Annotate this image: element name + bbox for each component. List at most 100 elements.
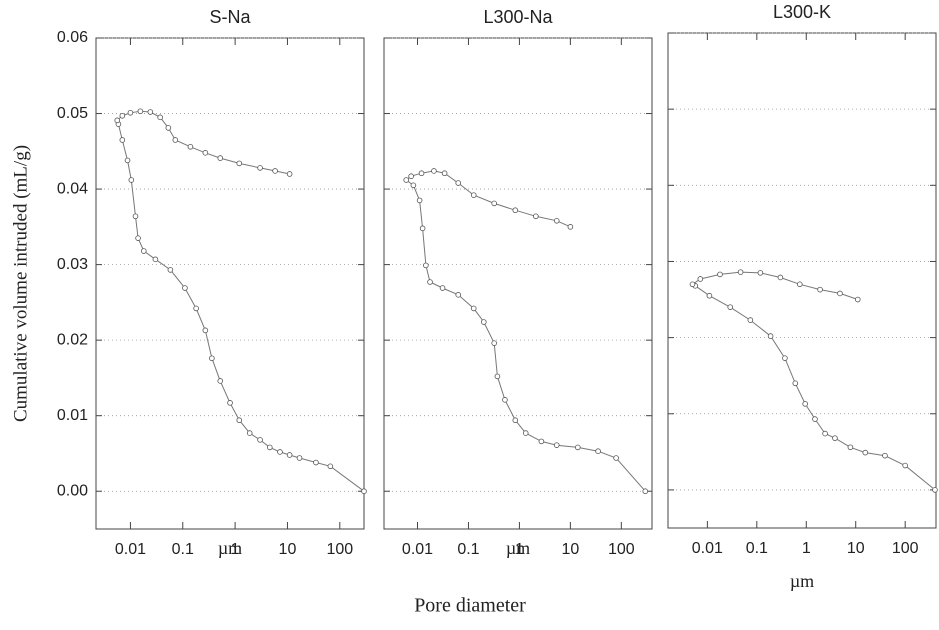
x-tick-label: 0.01 xyxy=(402,541,433,558)
data-point xyxy=(286,171,293,177)
data-point xyxy=(494,373,501,380)
data-point xyxy=(512,417,519,424)
x-tick-label: 10 xyxy=(561,541,579,558)
data-point xyxy=(533,213,539,220)
data-point xyxy=(567,224,574,230)
data-point xyxy=(854,296,861,303)
x-tick-label: 0.1 xyxy=(457,541,479,558)
data-point xyxy=(202,150,209,156)
x-tick-label: 10 xyxy=(279,541,297,558)
data-point xyxy=(613,455,619,461)
data-point xyxy=(236,160,243,167)
x-tick-label: 0.1 xyxy=(746,540,768,557)
x-tick-label: 0.01 xyxy=(115,541,146,558)
data-point xyxy=(902,462,908,469)
x-axis-label: µm xyxy=(218,538,242,558)
data-point xyxy=(361,488,367,495)
x-tick-label: 100 xyxy=(326,541,353,558)
data-point xyxy=(747,317,754,323)
y-axis-label: Cumulative volume intruded (mL/g) xyxy=(10,145,31,422)
x-tick-label: 1 xyxy=(802,540,811,557)
data-point xyxy=(797,281,803,288)
data-point xyxy=(119,137,126,143)
data-point xyxy=(697,276,704,282)
data-point xyxy=(182,285,188,291)
y-tick-label: 0.03 xyxy=(57,256,88,273)
data-point xyxy=(217,378,224,384)
data-point xyxy=(217,155,224,161)
data-point xyxy=(522,430,529,436)
x-tick-label: 1 xyxy=(515,541,524,558)
data-point xyxy=(236,417,243,424)
data-point xyxy=(595,448,601,454)
data-point xyxy=(313,459,319,466)
data-point xyxy=(418,170,425,177)
data-point xyxy=(862,449,869,456)
data-point xyxy=(642,488,649,495)
data-point xyxy=(455,180,462,186)
plot-frame xyxy=(383,37,653,530)
data-point xyxy=(266,444,273,451)
x-tick-label: 1 xyxy=(231,541,240,558)
data-point xyxy=(757,270,764,276)
data-point xyxy=(802,401,808,407)
data-point xyxy=(706,292,713,299)
y-tick-label: 0.01 xyxy=(57,407,88,424)
data-point xyxy=(427,279,433,285)
data-point xyxy=(272,168,278,174)
data-line xyxy=(405,170,646,492)
data-point xyxy=(286,452,293,458)
data-point xyxy=(128,177,135,183)
data-point xyxy=(737,269,744,275)
data-point xyxy=(419,225,426,232)
data-point xyxy=(491,200,497,207)
data-point xyxy=(408,173,414,180)
data-point xyxy=(502,397,508,403)
data-point xyxy=(209,355,215,362)
data-point xyxy=(416,197,423,204)
panel-title: L300-Na xyxy=(483,7,553,27)
data-point xyxy=(137,108,144,115)
x-tick-label: 0.1 xyxy=(172,541,194,558)
x-axis-label: µm xyxy=(506,538,530,558)
data-point xyxy=(553,442,560,448)
plot-frame xyxy=(667,32,937,529)
data-point xyxy=(172,137,179,143)
data-point xyxy=(327,463,334,470)
data-point xyxy=(439,285,446,291)
data-point xyxy=(575,444,581,451)
data-point xyxy=(782,355,788,361)
data-point xyxy=(277,449,283,455)
data-point xyxy=(119,113,126,119)
data-point xyxy=(202,327,209,334)
data-point xyxy=(403,177,410,183)
data-point xyxy=(837,290,843,297)
data-point xyxy=(491,340,497,346)
data-point xyxy=(847,444,854,451)
x-tick-label: 100 xyxy=(608,541,635,558)
data-point xyxy=(127,109,134,116)
data-point xyxy=(822,430,828,437)
data-point xyxy=(140,248,147,254)
data-point xyxy=(832,435,838,441)
data-point xyxy=(689,281,696,288)
x-tick-label: 0.01 xyxy=(692,540,723,557)
x-tick-label: 10 xyxy=(847,540,865,557)
data-point xyxy=(296,455,303,461)
data-point xyxy=(480,319,487,325)
data-point xyxy=(817,286,823,293)
y-tick-label: 0.05 xyxy=(57,105,88,122)
data-point xyxy=(124,157,131,164)
panel-title: S-Na xyxy=(209,7,251,27)
data-point xyxy=(114,117,121,124)
data-point xyxy=(538,438,545,445)
data-line xyxy=(116,110,365,492)
data-point xyxy=(147,109,154,115)
data-point xyxy=(767,333,774,339)
data-point xyxy=(470,192,477,198)
data-point xyxy=(423,262,429,269)
data-point xyxy=(167,267,174,273)
data-point xyxy=(882,452,888,459)
data-point xyxy=(717,271,723,278)
data-point xyxy=(410,182,417,189)
